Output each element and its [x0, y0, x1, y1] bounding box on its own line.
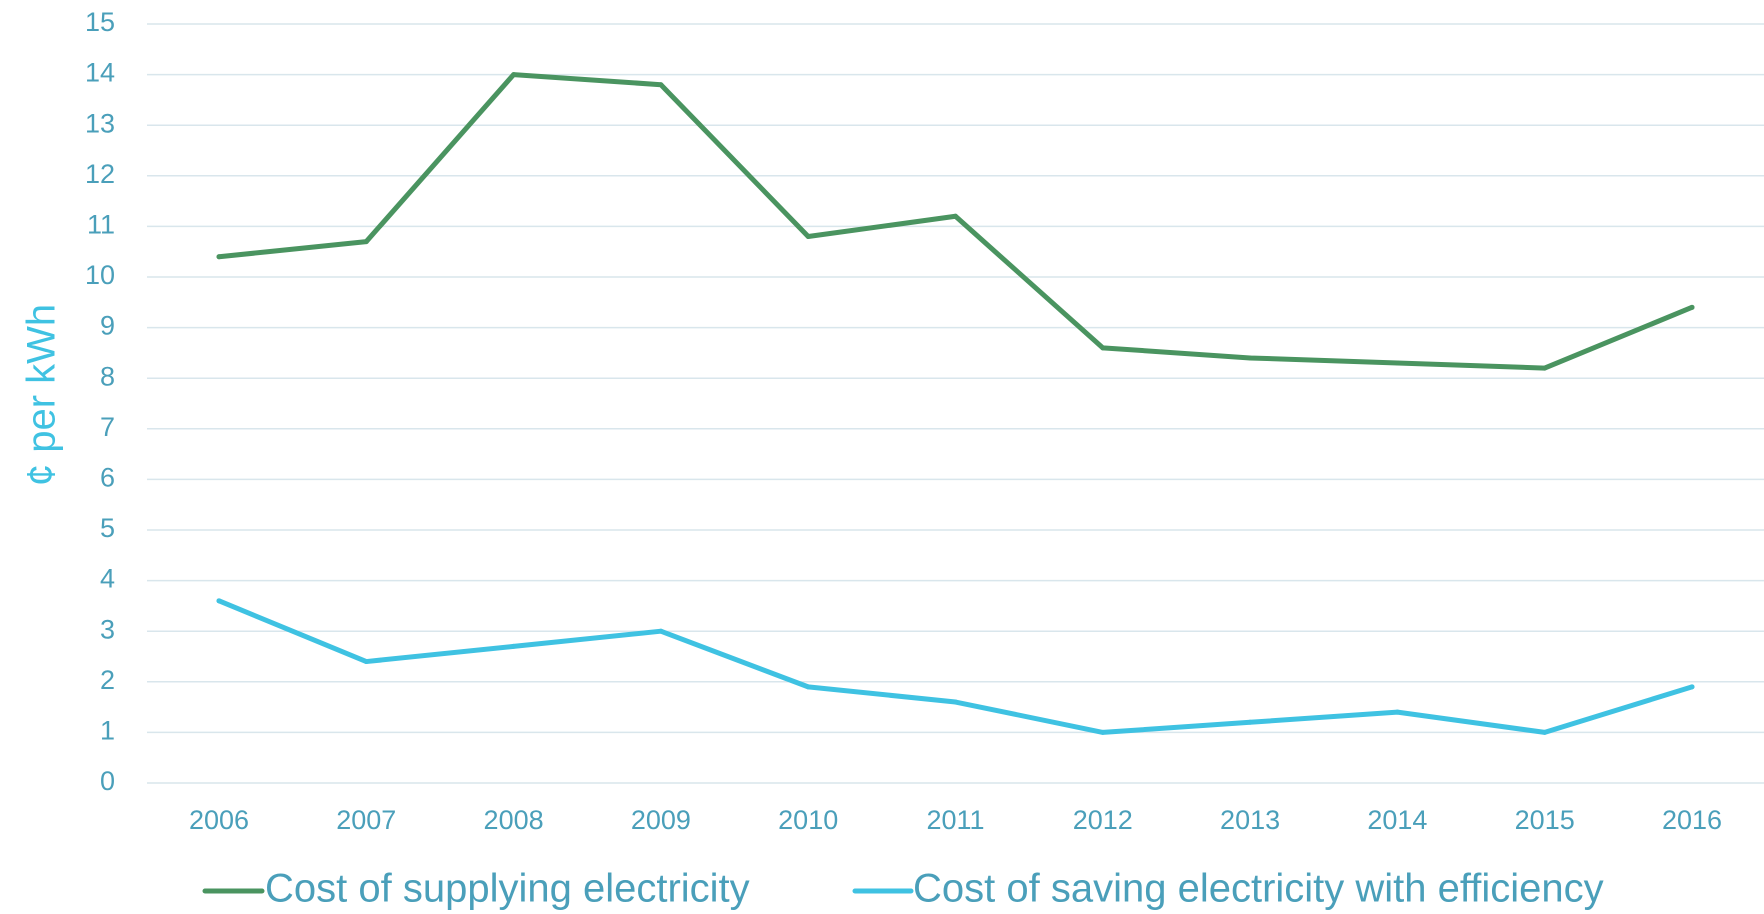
y-tick-label: 11 [87, 210, 115, 240]
y-tick-label: 13 [85, 108, 115, 138]
data-point [511, 643, 517, 649]
x-tick-label: 2007 [336, 805, 396, 835]
data-point [363, 659, 369, 665]
x-tick-label: 2009 [631, 805, 691, 835]
legend-label: Cost of supplying electricity [265, 867, 750, 911]
legend-item: Cost of supplying electricity [202, 867, 750, 911]
x-tick-label: 2011 [926, 805, 984, 835]
x-tick-label: 2006 [189, 805, 249, 835]
x-tick-label: 2015 [1515, 805, 1575, 835]
y-tick-label: 6 [100, 463, 115, 493]
series-line-2 [216, 598, 1695, 735]
x-tick-label: 2012 [1073, 805, 1133, 835]
y-tick-label: 7 [100, 412, 115, 442]
x-tick-label: 2008 [484, 805, 544, 835]
data-point [1542, 365, 1548, 371]
data-point [1689, 684, 1695, 690]
gridlines [147, 23, 1764, 784]
data-point [805, 684, 811, 690]
x-tick-label: 2010 [778, 805, 838, 835]
y-tick-label: 9 [100, 311, 115, 341]
data-point [1542, 729, 1548, 735]
legend-label: Cost of saving electricity with efficien… [913, 867, 1604, 911]
y-axis-title: ¢ per kWh [20, 304, 64, 486]
data-point [953, 699, 958, 705]
x-tick-label: 2016 [1662, 805, 1722, 835]
y-tick-label: 14 [85, 58, 115, 88]
data-point [216, 598, 222, 604]
data-point [1100, 729, 1106, 735]
data-point [363, 239, 369, 245]
series-lines [216, 72, 1695, 735]
y-tick-label: 8 [100, 361, 115, 391]
data-point [1394, 709, 1400, 715]
x-axis-ticks: 2006 2007 2008 2009 2010 2011 2012 2013 2014 2015… [189, 805, 1722, 835]
legend-item: Cost of saving electricity with efficien… [852, 867, 1604, 911]
series-line-1 [216, 72, 1695, 371]
y-tick-label: 1 [100, 716, 115, 746]
x-tick-label: 2013 [1220, 805, 1280, 835]
y-tick-label: 5 [100, 513, 115, 543]
y-tick-label: 3 [100, 614, 115, 644]
x-tick-label: 2014 [1367, 805, 1427, 835]
data-point [1247, 719, 1253, 725]
y-tick-label: 2 [100, 665, 115, 695]
data-point [511, 72, 517, 78]
data-point [1689, 304, 1695, 310]
data-point [658, 628, 664, 634]
y-tick-label: 10 [85, 260, 115, 290]
y-tick-label: 15 [85, 7, 115, 37]
data-point [805, 234, 811, 240]
data-point [1247, 355, 1253, 361]
data-point [953, 213, 958, 219]
data-point [1394, 360, 1400, 366]
y-tick-label: 4 [100, 564, 115, 594]
y-tick-label: 0 [100, 766, 115, 796]
data-point [216, 254, 222, 260]
legend: Cost of supplying electricity Cost of sav… [202, 867, 1604, 911]
data-point [1100, 345, 1106, 351]
y-tick-label: 12 [85, 159, 115, 189]
data-point [658, 82, 664, 88]
